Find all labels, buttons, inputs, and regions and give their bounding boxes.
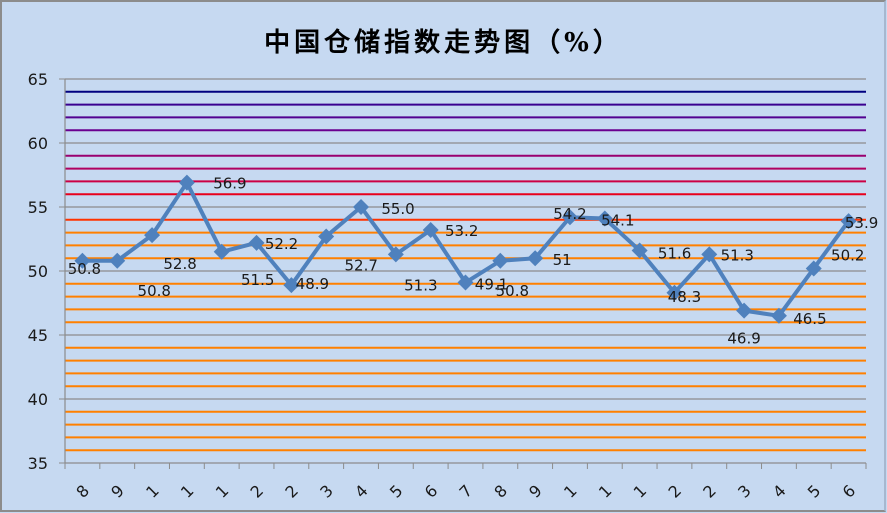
x-tick-label: 1	[630, 481, 651, 502]
y-tick-label: 55	[28, 198, 48, 217]
y-tick-label: 50	[28, 262, 48, 281]
data-point-marker	[805, 260, 822, 277]
data-point-marker	[561, 209, 578, 226]
data-label: 51.3	[721, 246, 754, 264]
data-point-marker	[701, 246, 718, 263]
x-tick-label: 1	[595, 481, 616, 502]
x-tick-label: 9	[525, 481, 546, 502]
x-tick-label: 5	[804, 481, 825, 502]
x-tick-label: 2	[664, 481, 685, 502]
data-point-marker	[666, 284, 683, 301]
data-point-marker	[770, 307, 787, 324]
data-point-marker	[74, 252, 91, 269]
x-tick-label: 1	[142, 481, 163, 502]
x-tick-label: 3	[734, 481, 755, 502]
data-point-marker	[109, 252, 126, 269]
data-point-marker	[213, 243, 230, 260]
x-tick-label: 4	[769, 481, 790, 502]
y-tick-label: 45	[28, 326, 48, 345]
data-label: 50.2	[831, 246, 864, 264]
data-label: 55.0	[381, 200, 414, 218]
data-label: 51.3	[404, 276, 437, 294]
data-label: 53.9	[845, 214, 878, 232]
x-tick-label: 2	[699, 481, 720, 502]
x-tick-label: 6	[421, 481, 442, 502]
data-point-marker	[527, 250, 544, 267]
x-tick-label: 3	[316, 481, 337, 502]
data-point-marker	[283, 277, 300, 294]
x-tick-label: 8	[490, 481, 511, 502]
data-point-marker	[318, 228, 335, 245]
data-point-marker	[492, 252, 509, 269]
data-label: 53.2	[445, 222, 478, 240]
data-point-marker	[353, 199, 370, 215]
y-tick-label: 65	[28, 70, 48, 89]
data-label: 54.2	[553, 205, 586, 223]
data-point-marker	[178, 174, 195, 191]
data-label: 52.8	[163, 255, 196, 273]
data-label: 46.9	[727, 330, 760, 348]
data-label: 50.8	[68, 260, 101, 278]
x-tick-label: 2	[281, 481, 302, 502]
data-point-marker	[387, 246, 404, 263]
data-label: 52.7	[344, 256, 377, 274]
data-label: 46.5	[793, 310, 826, 328]
x-tick-label: 2	[247, 481, 268, 502]
data-point-marker	[457, 274, 474, 291]
data-label: 51.6	[658, 245, 691, 263]
data-point-marker	[248, 234, 265, 251]
data-label: 50.8	[138, 282, 171, 300]
x-tick-label: 1	[177, 481, 198, 502]
data-point-marker	[631, 242, 648, 259]
data-point-marker	[596, 210, 613, 227]
y-tick-label: 60	[28, 134, 48, 153]
x-tick-label: 9	[107, 481, 128, 502]
x-tick-label: 7	[456, 481, 477, 502]
x-tick-label: 1	[560, 481, 581, 502]
data-label: 52.2	[265, 235, 298, 253]
y-tick-label: 35	[28, 454, 48, 473]
data-label: 49.1	[475, 276, 508, 294]
data-label: 51	[553, 251, 572, 269]
data-label: 51.5	[241, 271, 274, 289]
data-label: 48.9	[296, 275, 329, 293]
chart-title: 中国仓储指数走势图（%）	[264, 28, 623, 58]
x-tick-label: 6	[839, 481, 860, 502]
data-point-marker	[736, 302, 753, 319]
data-point-marker	[422, 222, 439, 239]
data-label: 48.3	[668, 288, 701, 306]
data-label: 56.9	[213, 175, 246, 193]
x-tick-label: 1	[212, 481, 233, 502]
y-tick-label: 40	[28, 390, 48, 409]
x-tick-label: 5	[386, 481, 407, 502]
data-label: 50.8	[496, 282, 529, 300]
x-tick-label: 8	[72, 481, 93, 502]
data-label: 54.1	[601, 212, 634, 230]
x-tick-label: 4	[351, 481, 372, 502]
data-point-marker	[144, 227, 161, 244]
data-point-marker	[840, 213, 857, 230]
